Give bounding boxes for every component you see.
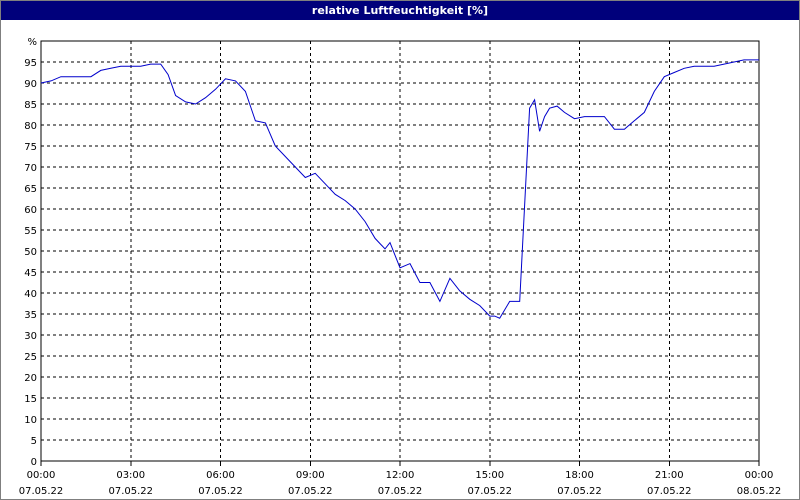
y-tick-label: 35 [24,310,37,321]
y-tick-label: 50 [24,247,37,258]
y-tick-label: 0 [31,457,37,468]
humidity-line [40,59,759,319]
y-tick-label: 80 [24,121,37,132]
y-tick-label: 40 [24,289,37,300]
x-tick-date-label: 07.05.22 [288,486,333,497]
y-tick-label: 15 [24,394,37,405]
x-tick-date-label: 07.05.22 [19,486,64,497]
x-tick-time-label: 06:00 [206,470,235,481]
y-tick-label: 95 [24,58,37,69]
chart-title: relative Luftfeuchtigkeit [%] [1,1,799,20]
x-tick-time-label: 09:00 [296,470,325,481]
x-tick-time-label: 03:00 [116,470,145,481]
x-tick-date-label: 07.05.22 [108,486,153,497]
plot-frame [40,40,760,462]
humidity-chart: 0 5 10 15 20 25 30 35 40 45 50 55 60 65 70 75 80 85 90 95% 0… [19,37,782,497]
y-tick-label: 45 [24,268,37,279]
y-tick-label: 85 [24,100,37,111]
y-tick-label: 60 [24,205,37,216]
y-tick-label: 65 [24,184,37,195]
x-tick-time-label: 00:00 [745,470,774,481]
x-tick-date-label: 07.05.22 [467,486,512,497]
x-tick-date-label: 07.05.22 [647,486,692,497]
y-tick-label: 70 [24,163,37,174]
x-tick-date-label: 07.05.22 [378,486,423,497]
x-tick-time-label: 12:00 [386,470,415,481]
y-tick-label: 5 [31,436,37,447]
y-tick-label: 75 [24,142,37,153]
x-tick-date-label: 08.05.22 [737,486,782,497]
y-tick-label: 20 [24,373,37,384]
y-tick-label: 55 [24,226,37,237]
y-tick-label: 90 [24,79,37,90]
x-tick-time-label: 15:00 [475,470,504,481]
x-tick-date-label: 07.05.22 [557,486,602,497]
x-tick-time-label: 00:00 [27,470,56,481]
y-tick-label: 10 [24,415,37,426]
x-tick-time-label: 21:00 [655,470,684,481]
y-tick-label: 25 [24,352,37,363]
y-unit-label: % [27,37,37,48]
y-tick-label: 30 [24,331,37,342]
x-tick-date-label: 07.05.22 [198,486,243,497]
x-tick-time-label: 18:00 [565,470,594,481]
